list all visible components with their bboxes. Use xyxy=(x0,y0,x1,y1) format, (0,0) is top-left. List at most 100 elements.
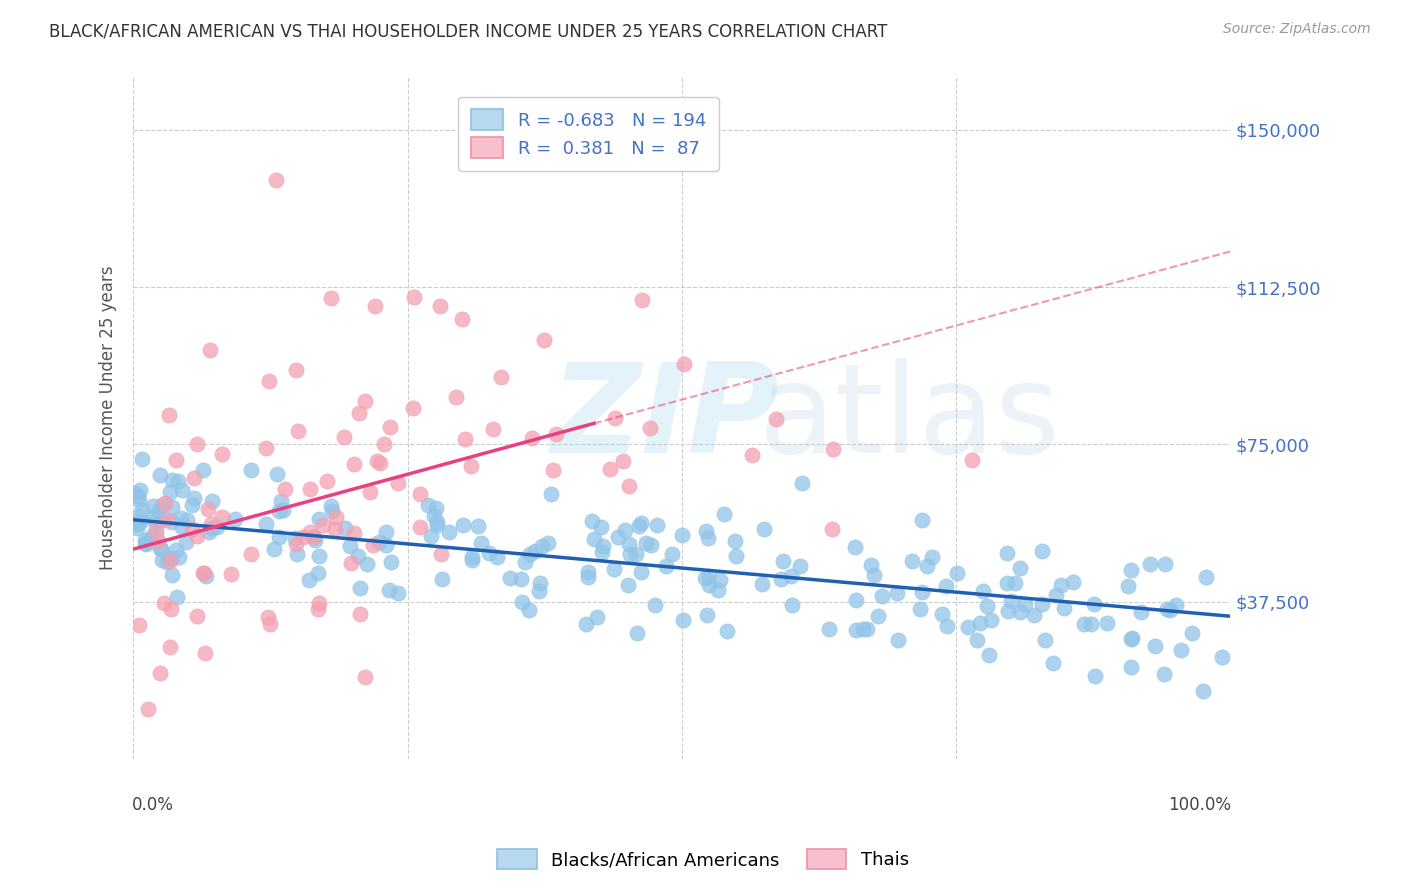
Point xyxy=(617,479,640,493)
Point xyxy=(921,550,943,565)
Point xyxy=(790,475,813,490)
Point xyxy=(127,517,149,532)
Point xyxy=(363,299,385,313)
Point xyxy=(644,598,666,612)
Point xyxy=(1130,605,1153,619)
Point xyxy=(284,363,307,377)
Point xyxy=(997,604,1019,618)
Point xyxy=(1181,625,1204,640)
Text: 100.0%: 100.0% xyxy=(1168,797,1232,814)
Point xyxy=(980,613,1002,627)
Point xyxy=(1119,632,1142,646)
Point xyxy=(165,453,187,467)
Point xyxy=(1154,557,1177,571)
Point xyxy=(439,524,461,539)
Point xyxy=(583,533,606,547)
Point xyxy=(211,447,233,461)
Point xyxy=(1170,643,1192,657)
Point xyxy=(599,462,621,476)
Point xyxy=(321,499,343,513)
Point xyxy=(591,520,613,534)
Point xyxy=(696,608,718,623)
Point xyxy=(626,626,648,640)
Point xyxy=(1119,660,1142,674)
Point xyxy=(911,585,934,599)
Point xyxy=(131,502,153,516)
Point xyxy=(321,504,343,518)
Point xyxy=(578,565,600,579)
Point xyxy=(461,552,484,566)
Point xyxy=(425,501,447,516)
Point xyxy=(1116,579,1139,593)
Point xyxy=(160,551,183,566)
Point xyxy=(900,554,922,568)
Point xyxy=(285,548,308,562)
Point xyxy=(131,452,153,467)
Point xyxy=(510,595,533,609)
Point xyxy=(1073,616,1095,631)
Point xyxy=(969,616,991,631)
Point xyxy=(387,476,409,491)
Point xyxy=(520,431,543,445)
Point xyxy=(1024,607,1046,622)
Point xyxy=(697,578,720,592)
Point xyxy=(697,569,720,583)
Point xyxy=(174,535,197,549)
Point xyxy=(191,462,214,476)
Point xyxy=(307,602,329,616)
Point xyxy=(695,524,717,538)
Point xyxy=(308,596,330,610)
Point xyxy=(340,557,363,571)
Point xyxy=(693,571,716,585)
Point xyxy=(617,578,640,592)
Point xyxy=(619,547,641,561)
Point xyxy=(451,517,474,532)
Point xyxy=(1192,684,1215,698)
Point xyxy=(353,670,375,684)
Point xyxy=(266,467,288,481)
Point xyxy=(307,566,329,580)
Point xyxy=(1042,656,1064,670)
Point xyxy=(152,597,174,611)
Point xyxy=(302,530,325,544)
Point xyxy=(945,566,967,581)
Point xyxy=(200,343,222,358)
Point xyxy=(404,290,426,304)
Point xyxy=(257,610,280,624)
Point xyxy=(284,531,307,545)
Point xyxy=(513,555,536,569)
Point xyxy=(273,503,295,517)
Point xyxy=(868,609,890,624)
Point xyxy=(148,504,170,518)
Point xyxy=(159,554,181,568)
Point xyxy=(1033,633,1056,648)
Point xyxy=(1031,597,1053,611)
Point xyxy=(128,617,150,632)
Point xyxy=(356,557,378,571)
Point xyxy=(606,530,628,544)
Point xyxy=(1008,561,1031,575)
Point xyxy=(823,442,845,457)
Point xyxy=(661,547,683,561)
Point xyxy=(420,529,443,543)
Point xyxy=(377,582,399,597)
Point xyxy=(239,463,262,477)
Point xyxy=(591,545,613,559)
Point xyxy=(636,535,658,549)
Point xyxy=(270,494,292,508)
Point xyxy=(423,508,446,523)
Point xyxy=(1156,601,1178,615)
Point xyxy=(240,547,263,561)
Point xyxy=(416,498,439,512)
Point xyxy=(630,293,652,307)
Point xyxy=(741,448,763,462)
Point xyxy=(375,524,398,539)
Point xyxy=(373,437,395,451)
Point xyxy=(429,299,451,313)
Point xyxy=(366,453,388,467)
Point xyxy=(818,623,841,637)
Point xyxy=(451,311,474,326)
Point xyxy=(353,394,375,409)
Point xyxy=(956,619,979,633)
Point xyxy=(426,518,449,533)
